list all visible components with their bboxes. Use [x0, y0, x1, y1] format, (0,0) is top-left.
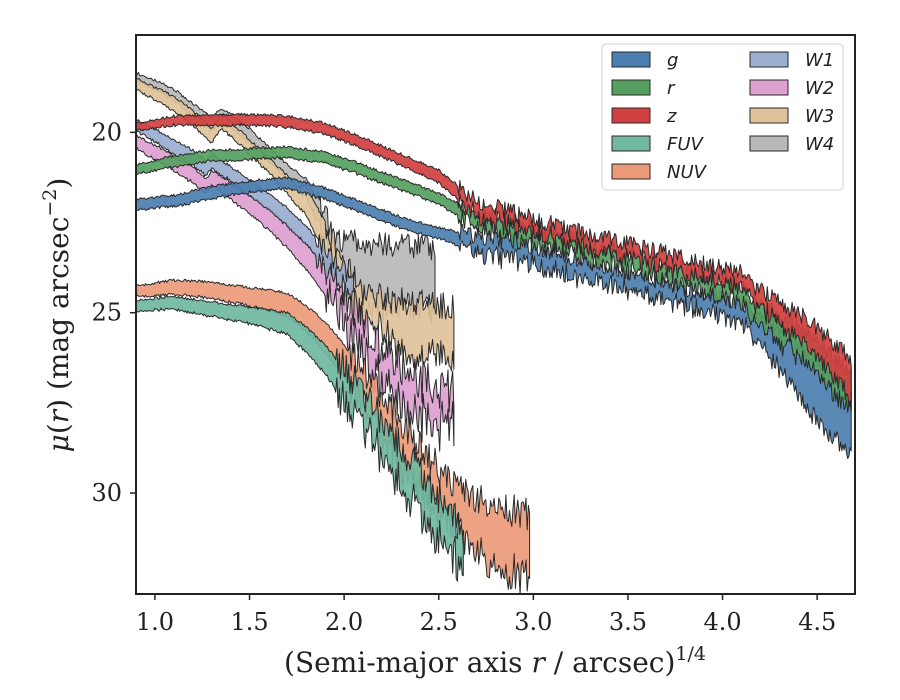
legend-swatch-W1	[749, 51, 789, 68]
series-band-NUV	[136, 278, 531, 594]
legend-swatch-g	[611, 51, 651, 68]
y-axis-label-sup: −2	[39, 189, 61, 217]
y-axis-label-mu: μ	[42, 434, 75, 452]
series-band-FUV	[136, 295, 464, 582]
y-axis-label-close: )	[42, 178, 75, 189]
x-tick-label: 3.5	[609, 608, 647, 636]
series-layer	[136, 71, 852, 594]
legend-label-g: g	[667, 50, 678, 71]
legend-swatch-W4	[749, 135, 789, 152]
legend: grz FUV NUV W1 W2 W3 W4	[601, 43, 844, 191]
legend-swatch-NUV	[611, 163, 651, 180]
legend-label-r: r	[667, 78, 676, 99]
legend-label-W1: W1	[805, 50, 834, 71]
y-axis-label-tail: ) (mag arcsec	[42, 217, 75, 410]
legend-swatch-W2	[749, 79, 789, 96]
x-tick-label: 4.0	[703, 608, 741, 636]
y-axis-label: μ(r) (mag arcsec−2)	[39, 178, 75, 453]
series-band-z	[136, 112, 852, 413]
y-axis: 20 25 30	[91, 118, 136, 507]
legend-swatch-W3	[749, 107, 789, 124]
x-axis-label-main: (Semi-major axis	[284, 646, 531, 679]
legend-label-NUV: NUV	[667, 162, 708, 183]
series-band-W3	[136, 78, 455, 372]
legend-swatch-z	[611, 107, 651, 124]
y-tick-label: 30	[91, 479, 122, 507]
x-axis-label-tail: / arcsec)	[545, 646, 676, 679]
x-tick-label: 2.0	[325, 608, 363, 636]
x-axis-label: (Semi-major axis r / arcsec)1/4	[284, 643, 706, 679]
legend-label-W3: W3	[805, 106, 834, 127]
y-tick-label: 25	[91, 299, 122, 327]
legend-swatch-r	[611, 79, 651, 96]
x-tick-label: 1.0	[136, 608, 174, 636]
legend-label-z: z	[666, 106, 677, 127]
legend-label-W2: W2	[805, 78, 834, 99]
x-axis-label-sup: 1/4	[675, 643, 706, 665]
y-tick-label: 20	[91, 118, 122, 146]
x-tick-label: 3.0	[514, 608, 552, 636]
x-tick-label: 4.5	[798, 608, 836, 636]
x-tick-label: 2.5	[420, 608, 458, 636]
series-band-g	[136, 176, 852, 459]
legend-label-W4: W4	[805, 134, 834, 155]
x-tick-label: 1.5	[230, 608, 268, 636]
y-axis-label-var: r	[42, 408, 75, 423]
legend-label-FUV: FUV	[667, 134, 705, 155]
x-axis: 1.0 1.5 2.0 2.5 3.0 3.5 4.0 4.5	[136, 594, 836, 636]
plot-frame	[135, 34, 856, 595]
x-axis-label-var: r	[531, 646, 546, 679]
legend-items: grz FUV NUV W1 W2 W3 W4	[611, 50, 834, 183]
legend-swatch-FUV	[611, 135, 651, 152]
y-axis-label-open: (	[42, 423, 75, 434]
